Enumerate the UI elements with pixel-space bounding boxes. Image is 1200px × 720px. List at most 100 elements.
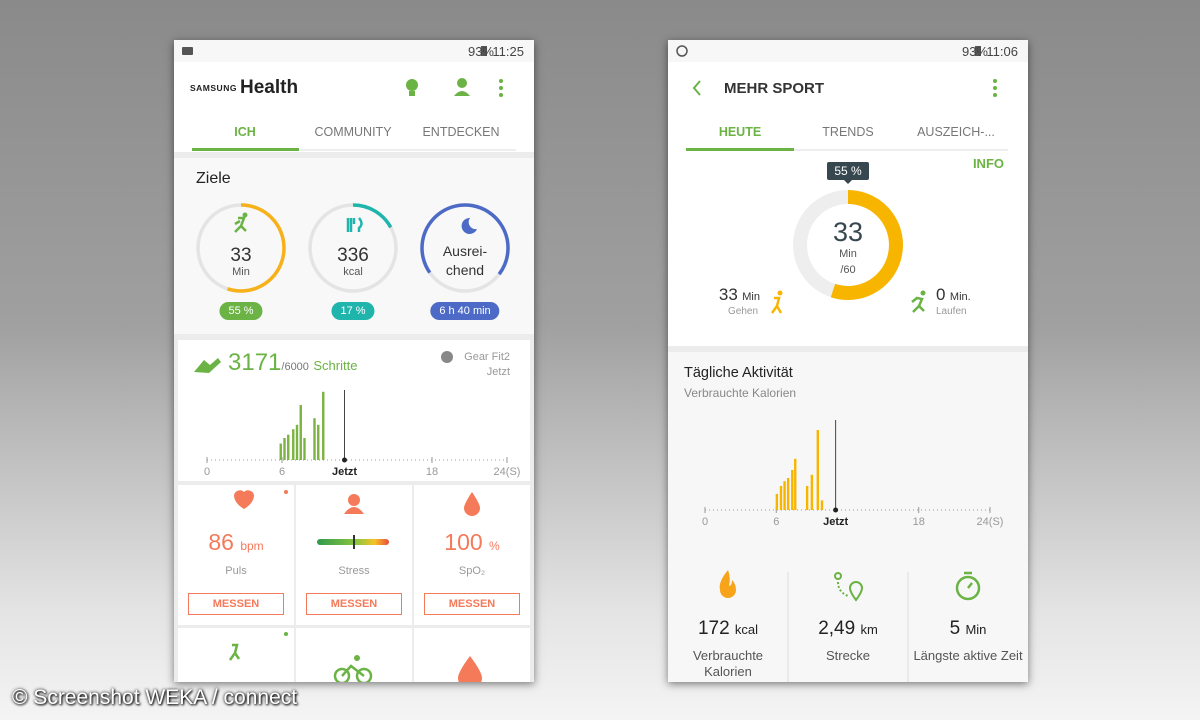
run-label: Laufen: [936, 306, 967, 317]
page-title: MEHR SPORT: [724, 80, 825, 97]
stress-marker: [353, 535, 355, 549]
overlay: 0 6 Jetzt 18 24(S): [182, 46, 520, 682]
brand: SAMSUNG: [190, 83, 237, 93]
tab-indicator: [192, 148, 299, 151]
status-icon: [676, 45, 688, 57]
device: Gear Fit2: [464, 351, 510, 363]
goal-text: chend: [445, 262, 485, 278]
heart-icon: [234, 490, 254, 509]
goal-badge: 55 %: [219, 302, 263, 320]
measure-button[interactable]: MESSEN: [306, 593, 402, 615]
bar: [279, 443, 282, 460]
tab[interactable]: TRENDS: [822, 125, 874, 139]
back-button[interactable]: [692, 80, 701, 96]
battery-icon: [481, 46, 487, 56]
stat-unit: kcal: [734, 622, 759, 637]
ring-progress: [793, 190, 903, 300]
menu-button[interactable]: [993, 79, 997, 97]
tab[interactable]: ICH: [234, 125, 256, 139]
stat: 5 Min: [950, 618, 987, 640]
tab[interactable]: ENTDECKEN: [422, 125, 500, 139]
stat-value: 172: [697, 618, 730, 639]
goal-text: Ausrei-: [442, 243, 488, 259]
bar: [783, 481, 786, 510]
time: 11:25: [492, 44, 524, 59]
measure-button[interactable]: MESSEN: [424, 593, 520, 615]
bar: [299, 405, 302, 460]
tab[interactable]: AUSZEICH-...: [917, 125, 995, 139]
status-bar: [668, 40, 1028, 62]
bar: [775, 494, 779, 510]
bar: [786, 478, 790, 510]
chart-subtitle: Verbrauchte Kalorien: [684, 386, 797, 400]
ring-unit: Min: [839, 248, 857, 260]
tab[interactable]: HEUTE: [718, 125, 762, 139]
activity-card: [668, 352, 1028, 682]
stat-value: 2,49: [818, 618, 856, 639]
tile-pulse[interactable]: [178, 485, 294, 625]
ring-goal: /60: [840, 264, 856, 276]
bar: [810, 474, 814, 510]
header: [174, 62, 534, 152]
tile-label: Puls: [225, 565, 247, 577]
measure-button[interactable]: MESSEN: [188, 593, 284, 615]
info-link[interactable]: INFO: [972, 156, 1004, 171]
pulse-value: 86: [208, 529, 234, 555]
tab[interactable]: COMMUNITY: [314, 125, 392, 139]
walk-unit: Min: [742, 291, 760, 303]
pulse: 86 bpm: [208, 529, 263, 556]
bar: [322, 391, 325, 460]
steps-card: [178, 340, 530, 481]
battery: 93%: [467, 44, 494, 59]
tooltip: [827, 162, 869, 180]
ring-progress: [308, 203, 398, 293]
now-dot: [833, 507, 839, 513]
bar: [805, 486, 809, 510]
now-dot: [342, 457, 347, 463]
tile-label: SpO₂: [458, 565, 486, 577]
tile-label: Stress: [338, 565, 370, 577]
bar: [292, 429, 295, 460]
x-tick-label: Jetzt: [332, 466, 357, 478]
stat-label: Strecke: [825, 648, 871, 663]
bar: [287, 434, 290, 460]
bar: [816, 430, 820, 510]
ring-badge: 55 %: [834, 164, 862, 178]
drop-icon: [464, 492, 480, 516]
stat-value: 5: [949, 618, 961, 639]
walk-value: 33: [718, 285, 738, 304]
tile-bike[interactable]: [296, 628, 412, 682]
run-unit: Min.: [949, 291, 971, 303]
walk-label: Gehen: [727, 306, 759, 317]
shoe-icon: [194, 358, 221, 373]
notification-dot: [284, 490, 288, 494]
steps-value: 3171: [228, 349, 282, 376]
spo2: 100 %: [444, 529, 499, 556]
walk-icon: [228, 643, 241, 661]
run: 0 Min.: [936, 285, 971, 305]
chart-title: Tägliche Aktivität: [684, 365, 793, 381]
walk-icon: [770, 290, 783, 314]
sync-time: Jetzt: [486, 366, 510, 378]
goal-badge: 17 %: [331, 302, 375, 320]
x-tick-label: 0: [204, 466, 210, 478]
bar: [317, 424, 320, 460]
walk: 33 Min: [719, 285, 760, 305]
steps: 3171/6000 Schritte: [228, 349, 357, 377]
device-icon: [441, 351, 453, 363]
stress-icon: [344, 494, 364, 514]
x-tick-label: 18: [426, 466, 438, 478]
x-tick-label: 24(S): [977, 516, 1004, 528]
x-tick-label: 0: [702, 516, 708, 528]
bar: [820, 500, 824, 510]
goal-value: 336: [337, 245, 369, 266]
route-icon: [834, 572, 864, 602]
app-name: Health: [240, 77, 299, 98]
stat-label: Verbrauchte Kalorien: [692, 648, 764, 679]
pulse-unit: bpm: [240, 539, 264, 553]
tab-indicator: [686, 148, 794, 151]
bar: [313, 418, 316, 460]
section-title: Ziele: [196, 170, 231, 187]
bar: [794, 458, 797, 510]
